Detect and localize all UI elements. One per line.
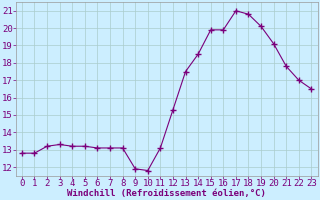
X-axis label: Windchill (Refroidissement éolien,°C): Windchill (Refroidissement éolien,°C) — [67, 189, 266, 198]
